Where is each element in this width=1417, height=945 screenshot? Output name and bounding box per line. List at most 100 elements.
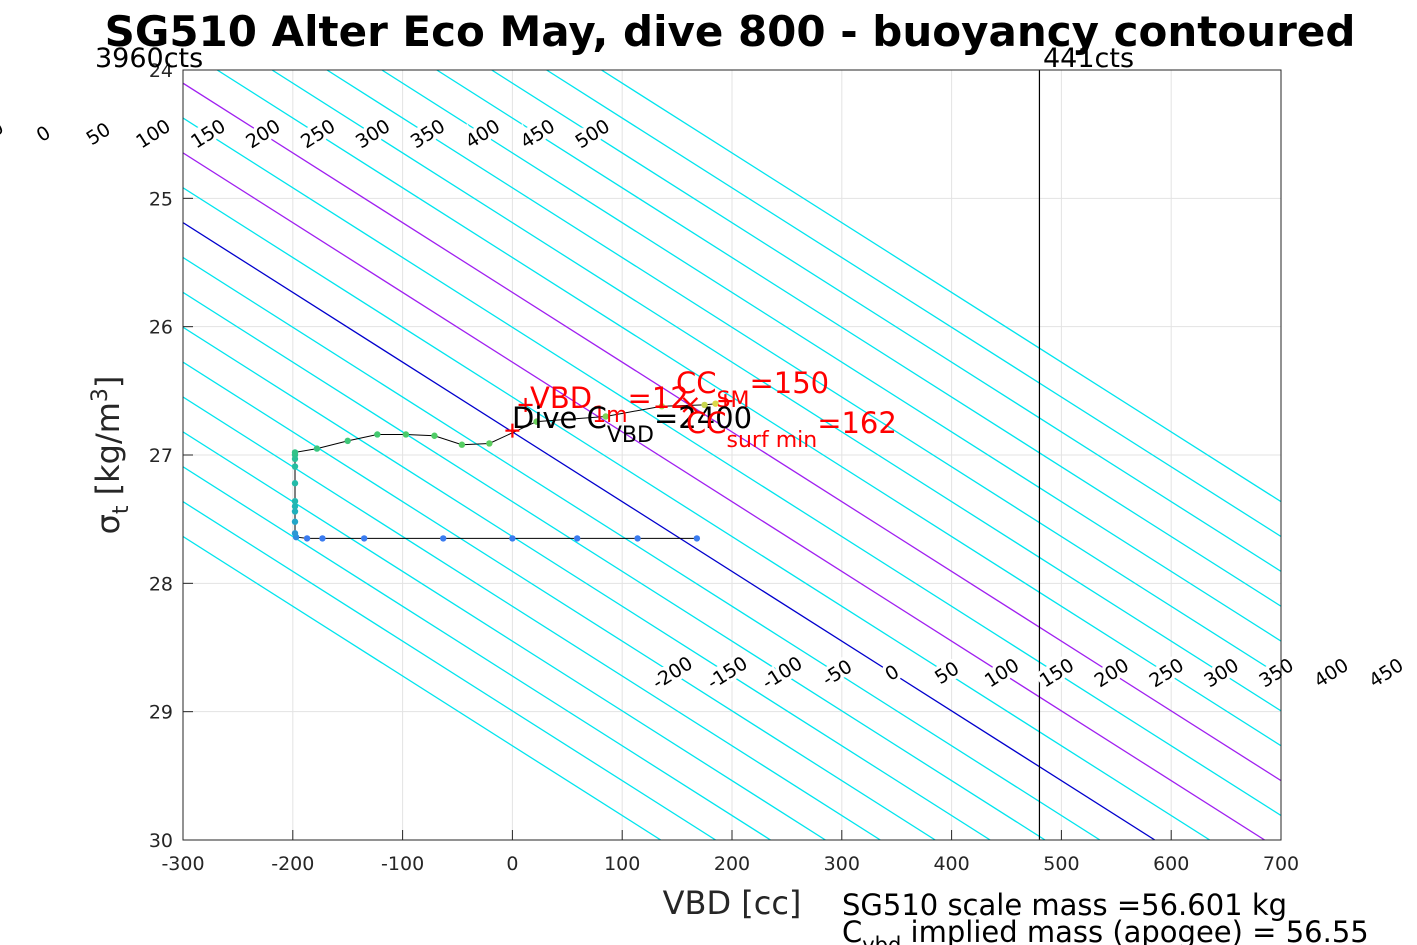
contour-line	[183, 326, 991, 840]
y-tick-label: 30	[149, 830, 173, 852]
contour-label-bottom: 400	[1310, 654, 1352, 692]
x-tick-label: -200	[271, 853, 314, 875]
marker	[718, 394, 733, 409]
contour-line	[183, 535, 662, 840]
contour-label-top: 0	[33, 122, 55, 147]
dive-point	[291, 503, 299, 510]
contour-line	[183, 256, 1101, 840]
dive-point	[291, 508, 299, 515]
dive-point	[291, 518, 299, 525]
axis-ticks: -300 -200 -100 0 100 200 300 400 500 600 700 24 25 26…	[149, 60, 1299, 875]
divec-post: =2400	[654, 401, 752, 435]
y-tick-label: 26	[149, 317, 173, 339]
ccsm-post: =150	[749, 366, 829, 400]
y-label-unit: [kg/m	[89, 402, 127, 505]
dive-point	[701, 401, 708, 409]
y-tick-label: 25	[149, 188, 173, 210]
vbd1m-sub: 1m	[592, 403, 627, 428]
x-tick-label: 500	[1043, 853, 1079, 875]
footer-implied-mass: Cvbd implied mass (apogee) = 56.55	[842, 915, 1369, 945]
y-tick-label: 28	[149, 573, 173, 595]
vbd1m-pre: VBD	[530, 381, 592, 415]
ccsurf-sub: surf min	[727, 428, 818, 453]
dive-point	[602, 413, 609, 420]
annotation-ccsm: CCSM=150	[676, 366, 829, 413]
footer-c: C	[842, 915, 862, 945]
ccsm-sub: SM	[717, 388, 750, 413]
dive-point	[291, 480, 299, 487]
contour-line	[491, 70, 1281, 573]
x-tick-label: 0	[506, 853, 518, 875]
contour-line	[183, 117, 1281, 817]
dive-point	[291, 449, 299, 456]
contour-line	[183, 500, 717, 840]
divec-pre: Dive C	[512, 401, 607, 435]
marker	[518, 397, 533, 412]
y-tick-label: 29	[149, 702, 173, 724]
ccsurf-pre: CC	[686, 406, 727, 440]
ccsm-pre: CC	[676, 366, 717, 400]
y-label-main: σ	[89, 514, 127, 534]
y-tick-label: 27	[149, 445, 173, 467]
dive-point	[431, 432, 438, 439]
dive-point	[360, 535, 368, 542]
contour-line	[216, 70, 1281, 747]
contour-line	[183, 221, 1156, 840]
x-tick-label: 700	[1263, 853, 1299, 875]
marker-stroke	[682, 397, 699, 413]
x-tick-label: -100	[381, 853, 424, 875]
dive-point	[634, 535, 641, 542]
x-tick-label: -300	[161, 853, 204, 875]
contour-line	[436, 70, 1281, 608]
dive-point	[313, 445, 321, 452]
contour-line	[271, 70, 1281, 712]
contour-line	[381, 70, 1281, 642]
dive-point	[509, 535, 516, 542]
contour-label-top: -50	[0, 117, 8, 152]
annotation-ccsurf: CCsurf min=162	[686, 406, 897, 453]
x-tick-label: 400	[933, 853, 969, 875]
contour-line	[183, 431, 826, 840]
dive-trace	[291, 400, 719, 542]
x-tick-label: 200	[714, 853, 750, 875]
y-axis-label: σt [kg/m3]	[88, 376, 134, 535]
dive-point	[658, 403, 665, 410]
dive-point	[458, 441, 466, 448]
dive-point	[291, 463, 299, 470]
marker	[682, 397, 699, 413]
dive-point	[344, 437, 351, 445]
contour-label-bottom: 450	[1365, 654, 1407, 692]
dive-point	[712, 400, 719, 407]
contour-line	[601, 70, 1281, 503]
left-counts-label: 3960cts	[95, 43, 203, 74]
marker	[505, 423, 520, 438]
marker-group	[505, 394, 733, 438]
dive-point	[402, 431, 410, 438]
dive-point	[303, 535, 311, 542]
chart-title: SG510 Alter Eco May, dive 800 - buoyancy…	[105, 7, 1356, 56]
vbd1m-post: =12	[628, 381, 689, 415]
dive-point	[533, 418, 540, 425]
y-label-sub: t	[109, 505, 134, 514]
footer-rest: implied mass (apogee) = 56.55	[901, 915, 1368, 945]
contour-line	[183, 466, 771, 840]
x-axis-label: VBD [cc]	[663, 884, 802, 922]
dive-point	[693, 535, 701, 542]
buoyancy-contours	[183, 70, 1281, 840]
contour-line	[546, 70, 1281, 538]
annotation-dive-c: Dive CVBD=2400	[512, 401, 752, 448]
right-counts-label: 441cts	[1043, 43, 1134, 74]
footer-scale-mass: SG510 scale mass =56.601 kg	[842, 888, 1287, 922]
dive-point	[291, 498, 299, 505]
dive-point	[374, 431, 381, 438]
dive-point	[440, 535, 447, 542]
y-label-unit-close: ]	[89, 376, 127, 388]
contour-line	[183, 291, 1046, 840]
dive-point	[486, 440, 493, 447]
dive-point	[291, 530, 299, 537]
contour-line	[183, 396, 881, 840]
x-tick-label: 100	[604, 853, 640, 875]
y-tick-label: 24	[149, 60, 173, 82]
contour-label-top: 50	[82, 118, 114, 150]
